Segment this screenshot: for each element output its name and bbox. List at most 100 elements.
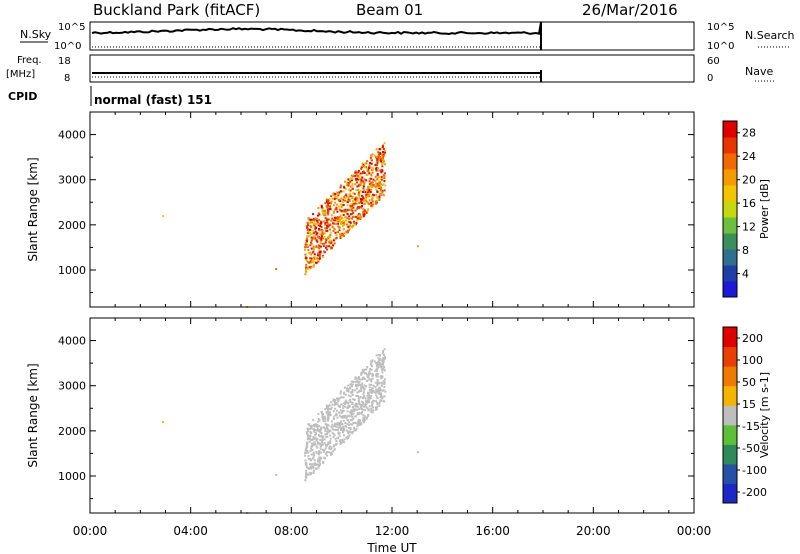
data-cell: [354, 174, 357, 177]
data-cell: [332, 410, 335, 413]
data-cell: [320, 239, 323, 242]
data-cell: [327, 431, 330, 434]
data-cell: [383, 194, 386, 197]
data-cell: [334, 208, 337, 211]
data-cell: [351, 393, 354, 396]
beam-title: Beam 01: [356, 1, 423, 19]
data-cell: [325, 435, 328, 438]
data-cell: [377, 390, 380, 393]
data-cell: [304, 253, 307, 256]
data-cell: [329, 235, 332, 238]
data-cell: [368, 370, 371, 373]
data-cell: [365, 368, 368, 371]
data-cell: [326, 227, 328, 229]
data-cell: [352, 221, 355, 224]
data-cell: [310, 445, 313, 448]
data-cell: [360, 408, 363, 411]
data-cell: [370, 188, 372, 191]
data-cell: [355, 380, 358, 383]
data-cell: [324, 452, 327, 455]
data-cell: [380, 158, 383, 161]
data-cell: [356, 175, 359, 178]
data-cell: [372, 178, 375, 181]
data-cell: [346, 216, 349, 219]
data-cell: [362, 376, 365, 379]
data-cell: [315, 239, 318, 242]
data-cell: [320, 226, 323, 228]
data-cell: [349, 398, 352, 401]
colorbar-tick-label: 16: [742, 197, 756, 210]
data-cell: [332, 416, 335, 419]
data-cell: [348, 228, 351, 231]
data-cell: [312, 451, 315, 454]
data-cell: [363, 199, 365, 202]
data-cell: [316, 236, 319, 239]
data-cell: [378, 387, 381, 390]
data-cell: [370, 195, 373, 198]
data-cell: [349, 180, 352, 183]
data-cell: [346, 410, 349, 413]
data-cell: [359, 378, 362, 381]
data-cell: [326, 245, 329, 248]
time-axis: 00:00 04:00 08:00 12:00 16:00 20:00 00:00: [73, 524, 712, 538]
data-cell: [310, 463, 313, 466]
data-cell: [361, 162, 364, 165]
data-cell: [340, 429, 342, 431]
data-cell: [377, 366, 380, 369]
data-cell: [343, 223, 346, 226]
data-cell: [319, 242, 322, 245]
data-cell: [340, 197, 343, 200]
data-cell: [337, 225, 340, 228]
data-cell: [345, 223, 348, 226]
data-cell: [334, 216, 337, 219]
data-cell: [330, 447, 333, 450]
data-cell: [364, 210, 367, 213]
data-cell: [334, 399, 337, 401]
data-cell: [324, 241, 327, 244]
noise-panel-frame: [89, 21, 695, 51]
colorbar-segment: [723, 444, 737, 465]
data-cell: [305, 464, 308, 467]
data-cell: [347, 182, 350, 184]
data-cell: [310, 471, 313, 474]
data-cell: [337, 428, 340, 431]
data-cell: [375, 194, 378, 197]
data-cell: [356, 425, 359, 428]
data-cell: [309, 463, 311, 466]
data-cell: [315, 451, 318, 454]
data-cell: [341, 233, 343, 236]
data-cell: [310, 241, 312, 244]
data-cell: [352, 427, 355, 430]
data-cell: [327, 235, 330, 238]
data-cell: [376, 403, 379, 406]
data-cell: [324, 429, 327, 432]
data-cell: [309, 458, 312, 461]
data-cell: [306, 260, 308, 263]
data-cell: [329, 411, 332, 414]
data-cell: [338, 220, 341, 223]
data-cell: [378, 359, 381, 362]
cpid-label: CPID: [8, 90, 37, 103]
data-cell: [306, 427, 309, 430]
data-cell: [334, 414, 337, 417]
data-cell: [315, 233, 318, 236]
data-cell: [333, 444, 336, 447]
data-cell: [338, 208, 341, 211]
y-tick-label: 3000: [58, 380, 86, 393]
data-cell: [323, 232, 326, 235]
data-cell: [333, 242, 336, 245]
data-cell: [316, 427, 319, 430]
data-cell: [365, 399, 368, 402]
data-cell: [321, 230, 324, 233]
data-cell: [358, 399, 361, 402]
data-cell: [338, 205, 340, 208]
data-cell: [363, 395, 366, 398]
data-cell: [309, 244, 312, 247]
data-cell: [325, 239, 328, 242]
data-cell: [370, 390, 373, 393]
data-cell: [305, 469, 308, 472]
data-cell: [350, 213, 353, 216]
data-cell: [329, 205, 332, 208]
data-cell: [310, 236, 313, 239]
data-cell: [328, 206, 331, 209]
